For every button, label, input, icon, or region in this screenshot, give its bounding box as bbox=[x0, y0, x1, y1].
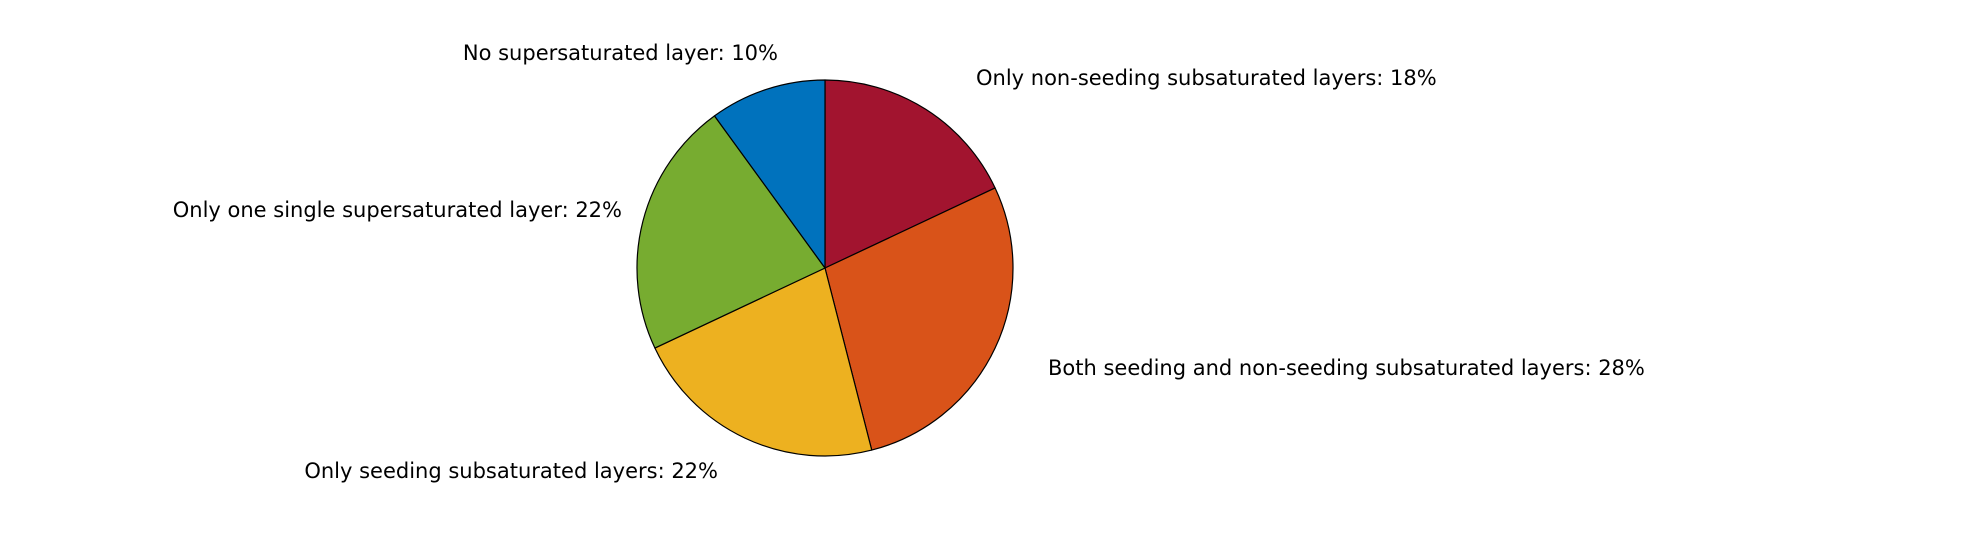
slice-label-single-supersaturated: Only one single supersaturated layer: 22… bbox=[173, 198, 622, 222]
pie-slice-seeding bbox=[654, 267, 873, 457]
pie-slice-single-supersaturated bbox=[636, 115, 826, 349]
pie-slice-both bbox=[824, 187, 1014, 451]
slice-label-no-supersaturated: No supersaturated layer: 10% bbox=[463, 41, 778, 65]
pie-slice-no-supersaturated bbox=[713, 79, 826, 269]
slice-labels: Only non-seeding subsaturated layers: 18… bbox=[173, 41, 1645, 483]
pie-slice-non-seeding bbox=[824, 79, 996, 269]
slice-label-non-seeding: Only non-seeding subsaturated layers: 18… bbox=[976, 66, 1437, 90]
pie-slices bbox=[636, 79, 1014, 457]
slice-label-seeding: Only seeding subsaturated layers: 22% bbox=[304, 459, 718, 483]
slice-label-both: Both seeding and non-seeding subsaturate… bbox=[1048, 356, 1645, 380]
